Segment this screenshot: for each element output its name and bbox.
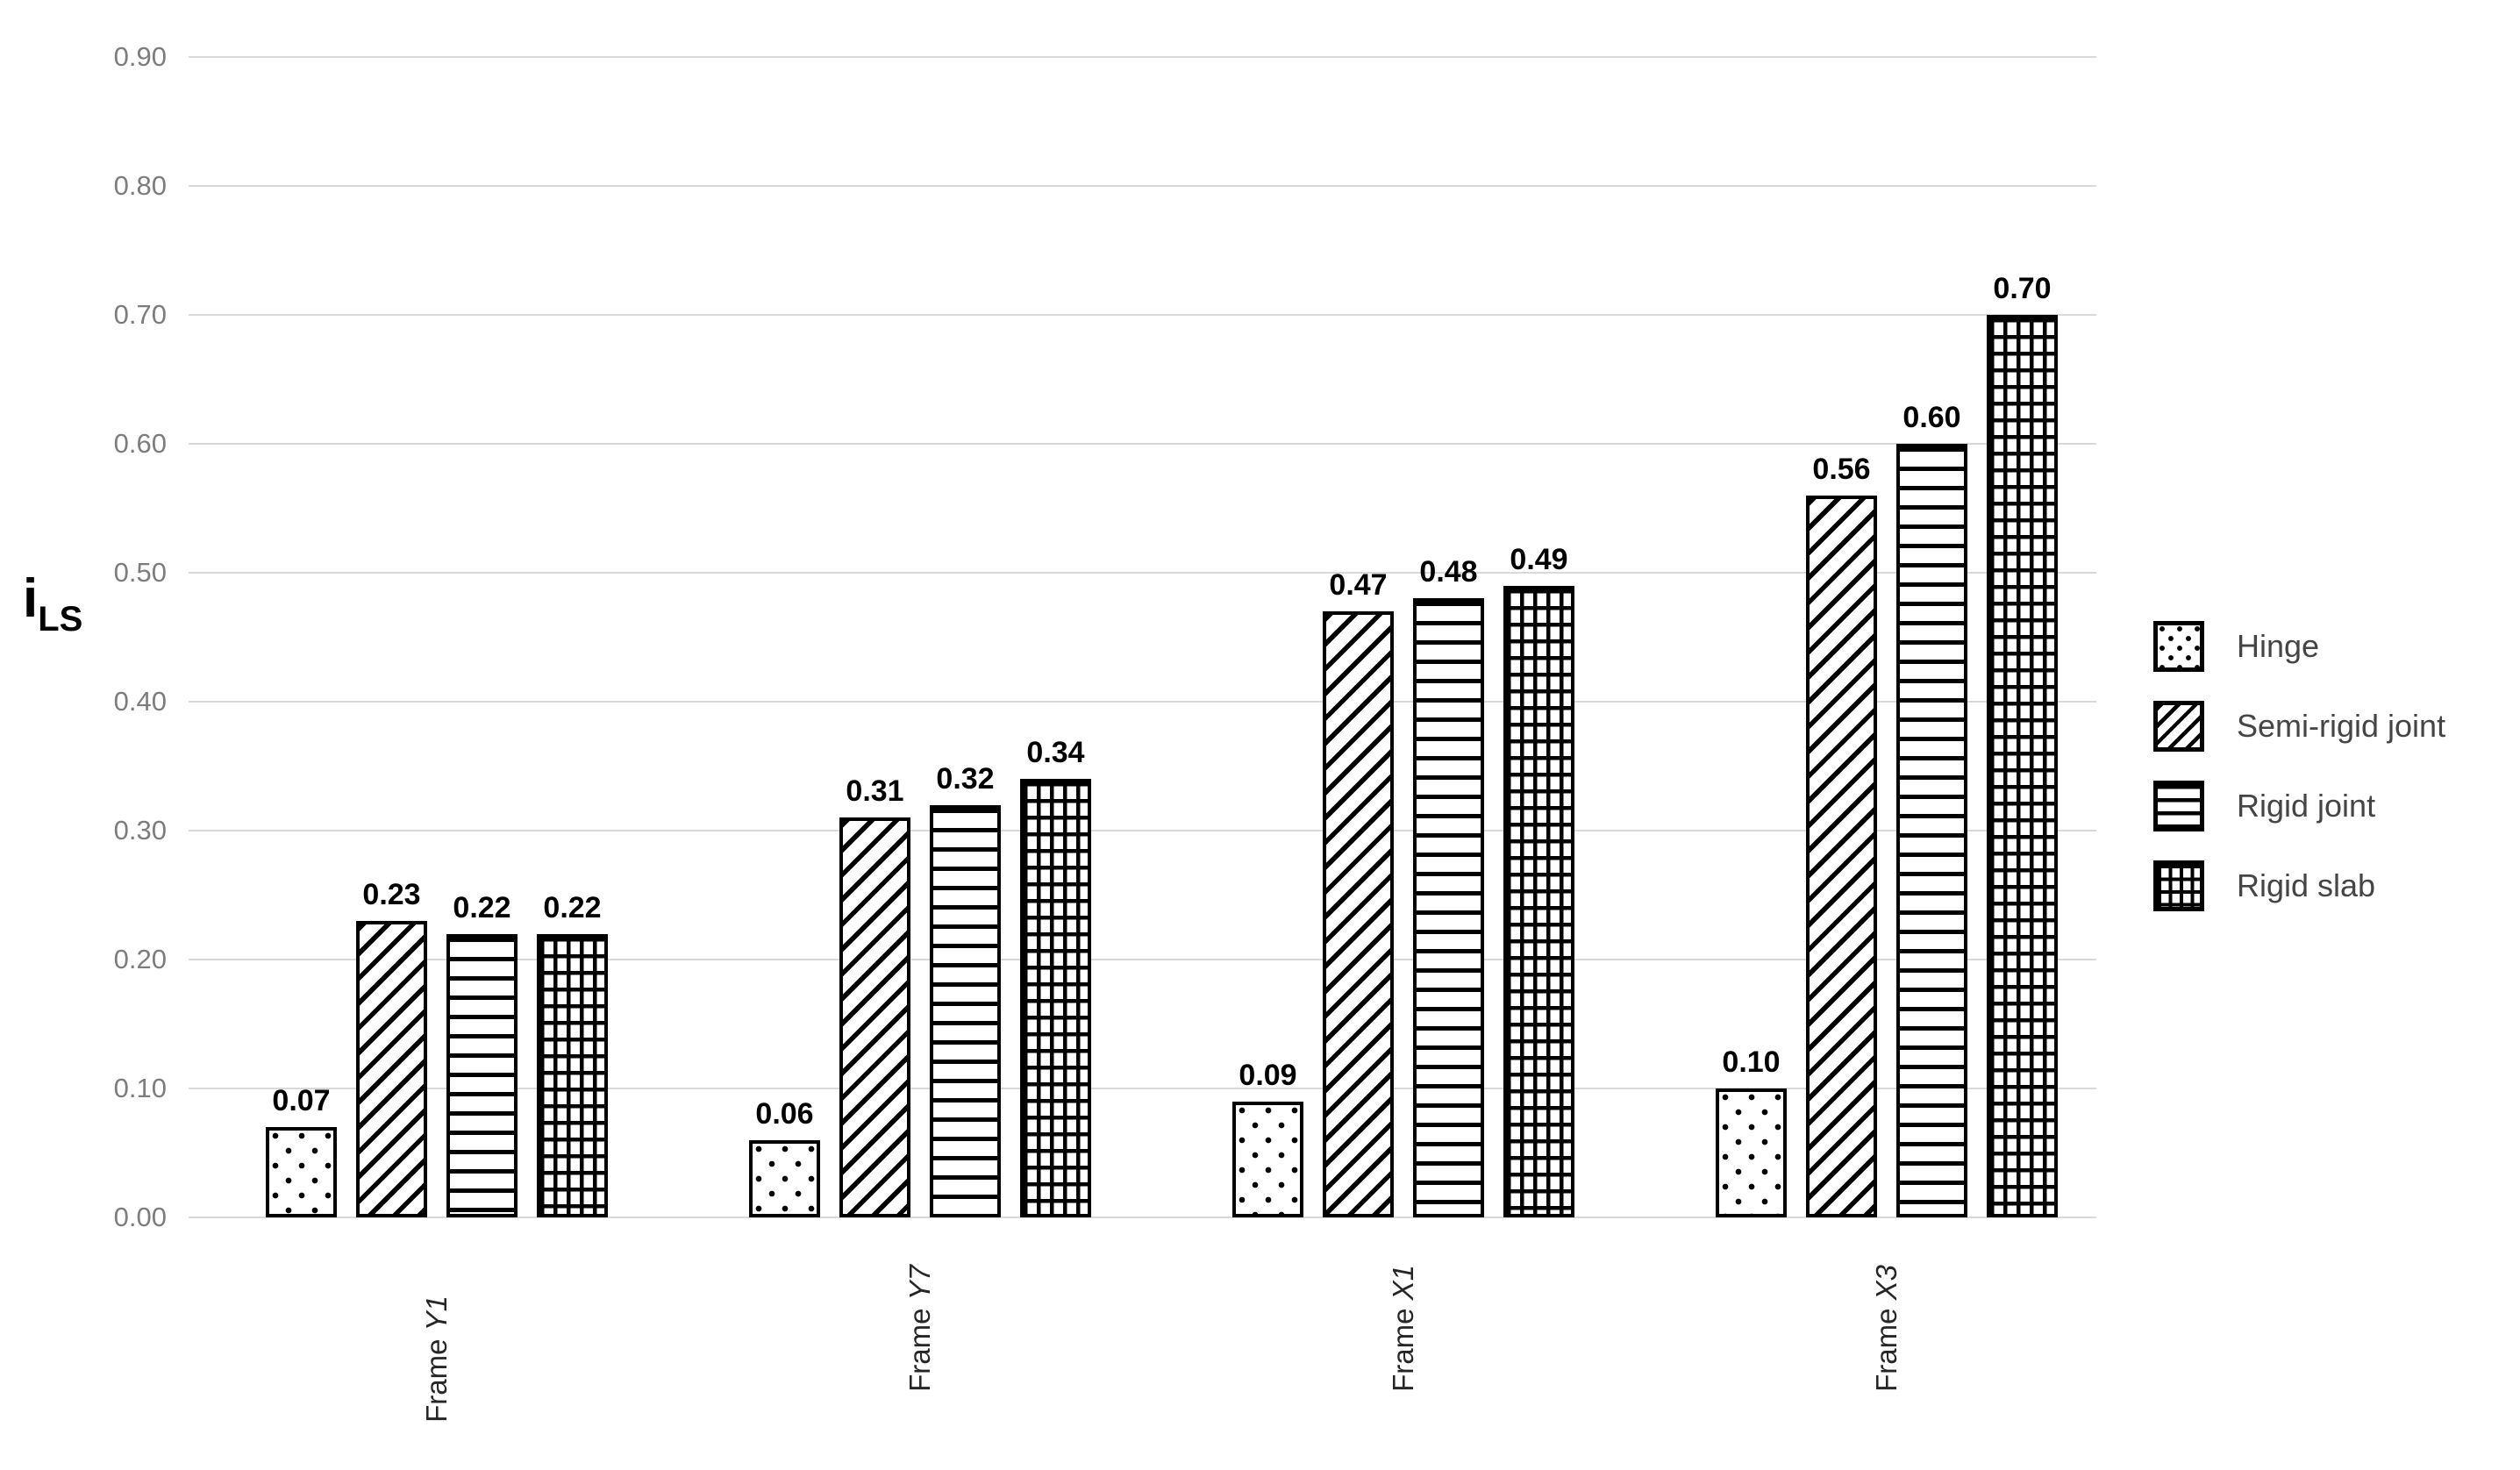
legend-swatch-grid-icon <box>2153 860 2204 911</box>
bar-value-label: 0.48 <box>1419 555 1478 589</box>
x-category-code: Y1 <box>420 1295 453 1331</box>
x-category-prefix: Frame <box>903 1300 936 1392</box>
legend-swatch-dots-icon <box>2153 621 2204 672</box>
gridline <box>189 185 2096 187</box>
y-axis-tick-label: 0.60 <box>113 428 167 459</box>
x-category-label: Frame Y7 <box>901 1265 939 1392</box>
bar-grid-X1 <box>1503 585 1574 1217</box>
y-axis-tick-label: 0.50 <box>113 557 167 588</box>
bar-value-label: 0.23 <box>362 877 421 911</box>
bar-value-label: 0.32 <box>936 761 995 796</box>
bar-value-label: 0.22 <box>543 890 602 924</box>
y-axis-tick-label: 0.80 <box>113 170 167 201</box>
bar-value-label: 0.22 <box>453 890 511 924</box>
bar-value-label: 0.10 <box>1722 1045 1781 1079</box>
y-axis-title-main: i <box>23 568 39 629</box>
x-category-code: X1 <box>1387 1265 1419 1301</box>
gridline <box>189 56 2096 58</box>
y-axis-tick-label: 0.20 <box>113 944 167 974</box>
x-category-label: Frame Y1 <box>418 1295 456 1423</box>
y-axis-tick-label: 0.30 <box>113 815 167 846</box>
legend-label: Rigid joint <box>2237 788 2376 824</box>
legend-label: Hinge <box>2237 628 2320 664</box>
gridline <box>189 830 2096 831</box>
gridline <box>189 1217 2096 1218</box>
y-axis-tick-label: 0.10 <box>113 1073 167 1103</box>
y-axis-title-subscript: LS <box>38 600 83 639</box>
bar-value-label: 0.70 <box>1993 272 2052 305</box>
bar-hlines-X1 <box>1413 598 1484 1217</box>
x-category-label: Frame X1 <box>1384 1265 1423 1392</box>
bar-value-label: 0.56 <box>1812 452 1871 486</box>
bar-grid-X3 <box>1987 315 2058 1217</box>
bar-value-label: 0.49 <box>1510 542 1568 576</box>
legend-label: Semi-rigid joint <box>2237 708 2446 744</box>
bar-value-label: 0.06 <box>755 1096 814 1131</box>
gridline <box>189 959 2096 960</box>
gridline <box>189 314 2096 316</box>
y-axis-title: iLS <box>23 572 82 639</box>
x-category-prefix: Frame <box>1387 1300 1419 1392</box>
gridline <box>189 572 2096 574</box>
x-category-prefix: Frame <box>1870 1300 1902 1392</box>
bar-value-label: 0.09 <box>1239 1058 1297 1092</box>
bar-dots-Y7 <box>749 1139 820 1217</box>
bar-diagonal-X3 <box>1806 495 1877 1217</box>
y-axis-tick-label: 0.00 <box>113 1202 167 1232</box>
bar-diagonal-Y1 <box>356 920 427 1217</box>
bar-dots-X1 <box>1232 1101 1303 1217</box>
y-axis-tick-label: 0.40 <box>113 686 167 717</box>
x-category-code: Y7 <box>903 1265 936 1301</box>
bar-value-label: 0.31 <box>846 774 904 809</box>
legend-swatch-diagonal-icon <box>2153 701 2204 752</box>
x-category-label: Frame X3 <box>1867 1265 1906 1392</box>
gridline <box>189 701 2096 703</box>
bar-value-label: 0.34 <box>1026 736 1085 770</box>
bar-value-label: 0.07 <box>272 1084 331 1118</box>
bar-hlines-X3 <box>1896 444 1967 1217</box>
gridline <box>189 443 2096 445</box>
bar-diagonal-Y7 <box>839 817 910 1217</box>
bar-value-label: 0.47 <box>1329 568 1388 603</box>
bar-diagonal-X1 <box>1323 611 1394 1217</box>
x-category-prefix: Frame <box>420 1331 453 1423</box>
bar-hlines-Y1 <box>446 933 518 1217</box>
legend-label: Rigid slab <box>2237 867 2376 903</box>
legend-swatch-hlines-icon <box>2153 781 2204 831</box>
y-axis-tick-label: 0.90 <box>113 41 167 72</box>
bar-grid-Y1 <box>537 933 608 1217</box>
y-axis-tick-label: 0.70 <box>113 299 167 330</box>
gridline <box>189 1088 2096 1089</box>
bar-hlines-Y7 <box>930 804 1001 1217</box>
x-category-code: X3 <box>1870 1265 1902 1301</box>
bar-grid-Y7 <box>1020 779 1091 1217</box>
bar-value-label: 0.60 <box>1902 401 1961 434</box>
bar-dots-Y1 <box>266 1127 337 1217</box>
bar-dots-X3 <box>1716 1088 1787 1217</box>
